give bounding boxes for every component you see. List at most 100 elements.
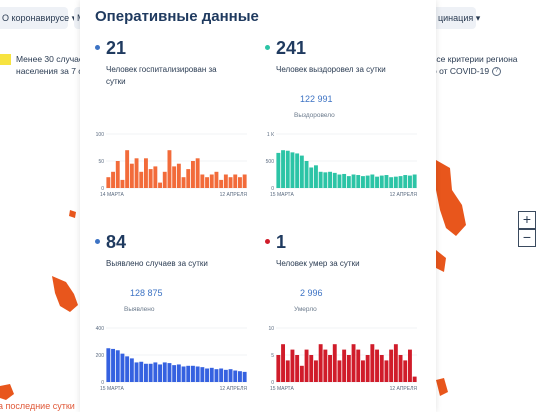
bar bbox=[351, 344, 356, 382]
panel-title: Оперативные данные bbox=[95, 8, 259, 25]
bar bbox=[176, 163, 181, 188]
bar bbox=[111, 171, 115, 188]
cases-chart: 400 200 015 МАРТА 12 АПРЕЛЯ bbox=[96, 326, 248, 392]
bar bbox=[351, 174, 356, 188]
bar bbox=[200, 367, 205, 382]
bar bbox=[205, 177, 209, 188]
map-region-left-small bbox=[69, 210, 76, 218]
zoom-in-button[interactable]: + bbox=[518, 211, 536, 229]
bar bbox=[172, 365, 177, 383]
bar bbox=[384, 175, 389, 188]
hospitalized-chart: 100 50 014 МАРТА 12 АПРЕЛЯ bbox=[96, 132, 248, 198]
y-tick-label: 1 К bbox=[267, 132, 274, 138]
bar bbox=[162, 362, 167, 382]
bar bbox=[223, 174, 228, 188]
x-label-end: 12 АПРЕЛЯ bbox=[390, 192, 418, 198]
bar bbox=[167, 150, 172, 188]
bar bbox=[314, 165, 318, 188]
zoom-out-button[interactable]: − bbox=[518, 229, 536, 247]
y-tick-label: 200 bbox=[96, 353, 105, 359]
x-label-end: 12 АПРЕЛЯ bbox=[220, 386, 248, 392]
nav-vaccination[interactable]: цинация ▾ bbox=[432, 7, 480, 29]
legend-text-line1: Менее 30 случаев bbox=[16, 54, 89, 64]
bar bbox=[299, 365, 304, 382]
bar bbox=[111, 348, 115, 382]
bar bbox=[365, 175, 370, 188]
bar bbox=[365, 355, 370, 382]
bar bbox=[233, 370, 238, 382]
hospitalized-description: Человек госпитализирован за сутки bbox=[106, 65, 217, 86]
bar bbox=[295, 355, 300, 382]
bar bbox=[176, 364, 181, 382]
bar bbox=[129, 358, 134, 383]
bar bbox=[318, 344, 323, 382]
bar bbox=[214, 369, 219, 382]
bar bbox=[299, 155, 304, 188]
bar bbox=[228, 369, 233, 382]
y-tick-label: 100 bbox=[96, 132, 105, 138]
bar bbox=[106, 348, 111, 382]
bar bbox=[139, 171, 144, 188]
bar bbox=[205, 368, 209, 382]
bar bbox=[361, 360, 365, 382]
bar bbox=[337, 360, 342, 382]
bar bbox=[153, 166, 158, 188]
bar bbox=[304, 161, 309, 188]
bar bbox=[389, 177, 394, 188]
operative-data-panel: Оперативные данные 21 Человек госпитализ… bbox=[80, 0, 436, 412]
y-tick-label: 500 bbox=[266, 159, 275, 165]
x-label-end: 12 АПРЕЛЯ bbox=[390, 386, 418, 392]
x-label-start: 14 МАРТА bbox=[100, 192, 124, 198]
bar bbox=[115, 161, 120, 188]
info-icon[interactable]: ? bbox=[492, 67, 502, 77]
bar bbox=[106, 177, 111, 188]
bar bbox=[398, 176, 403, 188]
bullet-dot bbox=[265, 239, 270, 244]
recovered-value: 241 bbox=[276, 38, 307, 58]
deaths-value: 1 bbox=[276, 232, 287, 252]
criteria-text: о от COVID-19 bbox=[432, 66, 490, 76]
card-hospitalized: 21 Человек госпитализирован за сутки 100… bbox=[92, 38, 262, 218]
y-tick-label: 0 bbox=[271, 380, 274, 386]
bar bbox=[144, 158, 148, 188]
recovered-total-label: Выздоровело bbox=[294, 112, 335, 119]
bar bbox=[172, 166, 177, 188]
bar bbox=[186, 169, 191, 188]
bar bbox=[120, 179, 125, 188]
cases-value: 84 bbox=[106, 232, 127, 252]
bar bbox=[238, 177, 242, 188]
bar bbox=[323, 172, 328, 188]
cases-description: Выявлено случаев за сутки bbox=[106, 259, 208, 268]
bullet-dot bbox=[95, 239, 100, 244]
bar bbox=[134, 362, 139, 382]
bar bbox=[398, 355, 403, 382]
bar bbox=[158, 182, 162, 188]
map-region-left bbox=[52, 276, 78, 312]
bar bbox=[120, 353, 125, 382]
bar bbox=[342, 173, 347, 188]
x-label-end: 12 АПРЕЛЯ bbox=[220, 192, 248, 198]
criteria-text-line1: все критерии региона bbox=[432, 54, 518, 64]
bar bbox=[379, 355, 384, 382]
bar bbox=[167, 363, 172, 382]
bar bbox=[393, 176, 398, 188]
bar bbox=[276, 152, 281, 188]
bar bbox=[408, 175, 412, 188]
last-day-link[interactable]: а последние сутки bbox=[0, 401, 75, 411]
bar bbox=[233, 174, 238, 188]
bar bbox=[223, 369, 228, 382]
x-label-start: 15 МАРТА bbox=[100, 386, 124, 392]
bar bbox=[209, 174, 214, 188]
x-label-start: 15 МАРТА bbox=[270, 192, 294, 198]
bar bbox=[115, 350, 120, 382]
cases-total: 128 875 bbox=[130, 288, 163, 298]
bar bbox=[219, 368, 224, 382]
y-tick-label: 5 bbox=[271, 353, 274, 359]
map-region-right-mid bbox=[436, 250, 446, 272]
nav-about-coronavirus[interactable]: О коронавирусе ▾ bbox=[0, 7, 76, 29]
bar bbox=[195, 366, 200, 382]
bullet-dot bbox=[95, 45, 100, 50]
bar bbox=[191, 161, 195, 188]
y-tick-label: 0 bbox=[271, 186, 274, 192]
card-deaths: 1 Человек умер за сутки 2 996 Умерло 10 5… bbox=[262, 232, 432, 412]
